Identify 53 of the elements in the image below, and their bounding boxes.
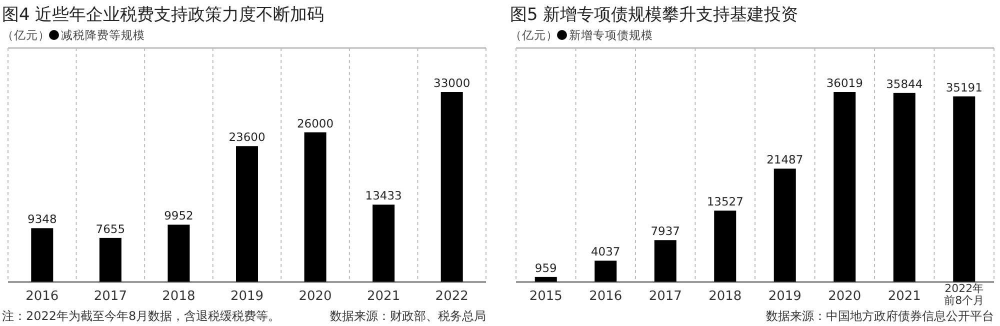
data-label: 36019 bbox=[826, 76, 863, 90]
bar bbox=[236, 146, 258, 282]
bar bbox=[953, 96, 976, 282]
data-label: 4037 bbox=[590, 244, 620, 259]
bar bbox=[714, 210, 736, 282]
x-tick-label: 2017 bbox=[94, 289, 127, 304]
bar bbox=[168, 224, 190, 282]
data-label: 7655 bbox=[96, 222, 126, 236]
bar bbox=[774, 168, 796, 282]
data-label: 7937 bbox=[650, 224, 680, 238]
legend-label: 减税降费等规模 bbox=[61, 28, 145, 42]
x-tick-label: 2018 bbox=[162, 289, 196, 304]
x-tick-label: 2019 bbox=[230, 289, 264, 304]
data-label: 9952 bbox=[164, 208, 194, 223]
x-tick-label: 2018 bbox=[708, 289, 742, 304]
data-label: 23600 bbox=[228, 130, 266, 144]
y-axis-title: （亿元） bbox=[510, 28, 558, 42]
bar bbox=[99, 238, 122, 282]
bar bbox=[834, 92, 856, 282]
x-tick-label: 2017 bbox=[648, 289, 682, 304]
data-label: 33000 bbox=[434, 76, 470, 90]
x-tick-label: 2019 bbox=[768, 289, 802, 304]
data-label: 21487 bbox=[766, 152, 804, 167]
bar bbox=[654, 240, 676, 282]
bar bbox=[31, 228, 54, 282]
chart-title: 图5 新增专项债规模攀升支持基建投资 bbox=[510, 5, 798, 25]
bar bbox=[594, 260, 617, 282]
data-label: 35191 bbox=[946, 80, 982, 94]
bar bbox=[893, 92, 916, 282]
x-tick-label: 2021 bbox=[367, 289, 400, 304]
x-tick-label: 2016 bbox=[26, 289, 59, 304]
x-tick-label: 2016 bbox=[589, 289, 622, 304]
data-label: 35844 bbox=[886, 76, 923, 91]
bar bbox=[440, 92, 463, 282]
x-tick-label: 2020 bbox=[298, 289, 332, 304]
bar bbox=[372, 204, 395, 282]
x-tick-label: 2022 bbox=[435, 289, 468, 304]
source-note: 数据来源：财政部、税务总局 bbox=[330, 309, 486, 323]
data-label: 9348 bbox=[28, 212, 57, 226]
y-axis-title: （亿元） bbox=[2, 28, 50, 42]
legend-label: 新增专项债规模 bbox=[569, 28, 653, 42]
source-note: 数据来源：中国地方政府债券信息公开平台 bbox=[766, 309, 994, 323]
chart-title: 图4 近些年企业税费支持政策力度不断加码 bbox=[2, 5, 324, 25]
data-label: 13433 bbox=[365, 188, 402, 203]
x-tick-label: 2020 bbox=[828, 289, 862, 304]
x-tick-label: 2021 bbox=[888, 289, 921, 304]
x-tick-label: 2015 bbox=[529, 289, 562, 304]
x-tick-label: 2022年前8个月 bbox=[944, 282, 984, 307]
data-label: 13527 bbox=[706, 194, 744, 209]
data-label: 26000 bbox=[296, 116, 334, 130]
bar bbox=[304, 132, 326, 282]
data-label: 959 bbox=[534, 260, 557, 275]
text: 注：2022年为截至今年8月数据，含退税缓税费等。 bbox=[2, 309, 280, 323]
